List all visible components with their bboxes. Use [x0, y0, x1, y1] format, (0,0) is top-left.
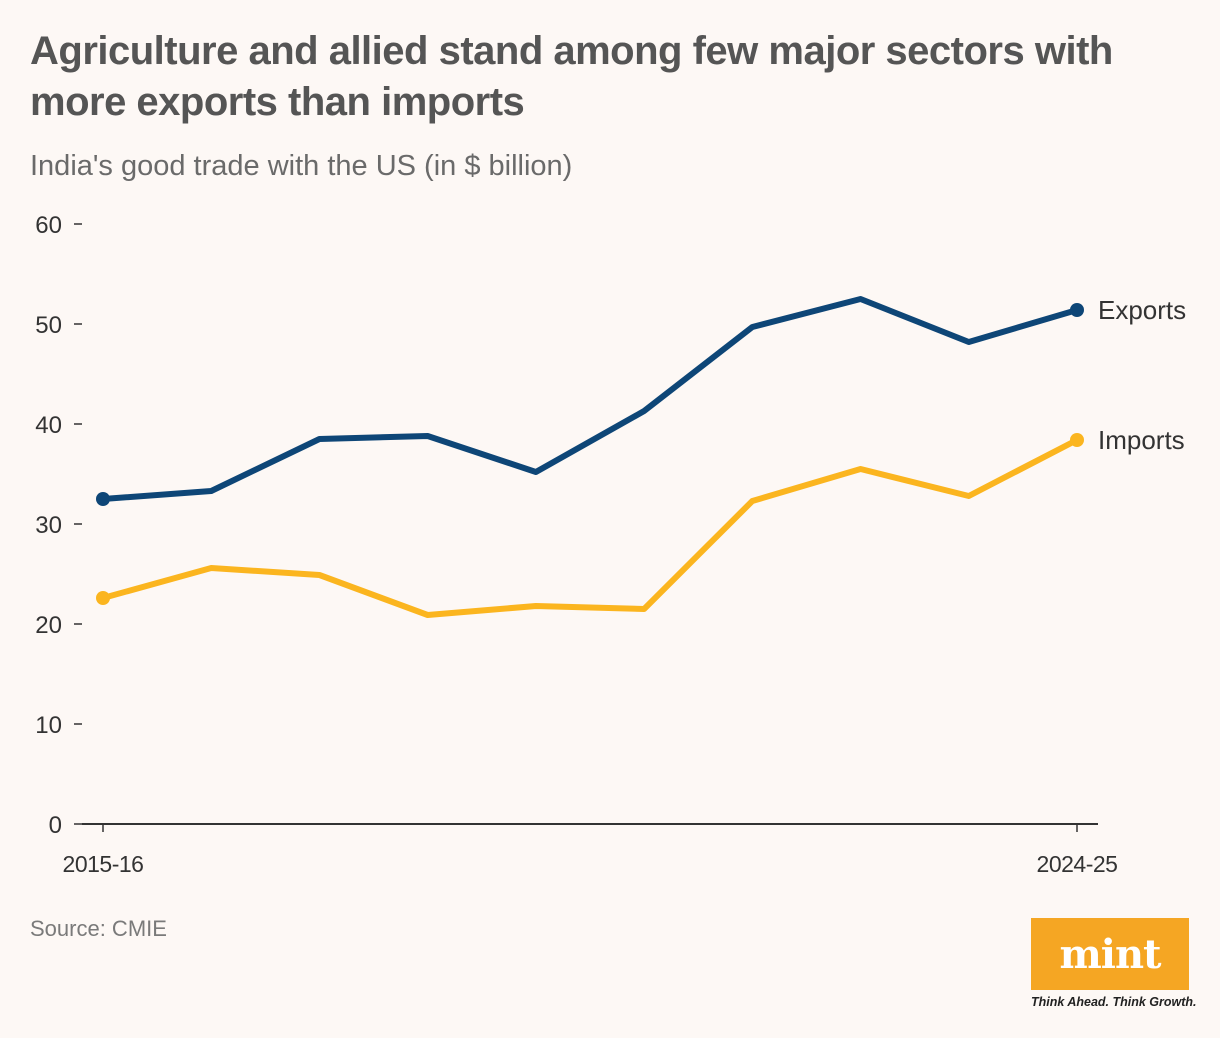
y-tick-label: 60	[35, 212, 62, 239]
x-tick-label: 2015-16	[63, 851, 144, 877]
y-tick-label: 50	[35, 312, 62, 339]
exports-point	[96, 492, 110, 506]
y-tick-label: 10	[35, 712, 62, 739]
brand-tagline: Think Ahead. Think Growth.	[1031, 995, 1197, 1009]
chart-subtitle: India's good trade with the US (in $ bil…	[30, 150, 573, 182]
y-tick-label: 30	[35, 512, 62, 539]
imports-point	[96, 591, 110, 605]
imports-line	[100, 437, 1080, 618]
series-layer: Exports Imports	[96, 295, 1186, 618]
imports-label: Imports	[1098, 425, 1185, 455]
exports-point	[1070, 303, 1084, 317]
x-axis: 2015-16 2024-25	[63, 823, 1118, 877]
exports-label: Exports	[1098, 295, 1186, 325]
x-tick-label: 2024-25	[1037, 851, 1118, 877]
mint-logo-text: mint	[1059, 930, 1161, 978]
series-imports: Imports	[96, 425, 1185, 618]
series-exports: Exports	[96, 295, 1186, 506]
mint-logo: mint	[1031, 918, 1189, 990]
source-note: Source: CMIE	[30, 916, 167, 941]
y-tick-label: 20	[35, 612, 62, 639]
y-tick-label: 40	[35, 412, 62, 439]
exports-line	[100, 296, 1080, 502]
y-axis: 0 10 20 30 40 50 60	[35, 212, 82, 839]
y-tick-label: 0	[49, 812, 62, 839]
chart-title: Agriculture and allied stand among few m…	[30, 29, 1113, 124]
imports-point	[1070, 433, 1084, 447]
